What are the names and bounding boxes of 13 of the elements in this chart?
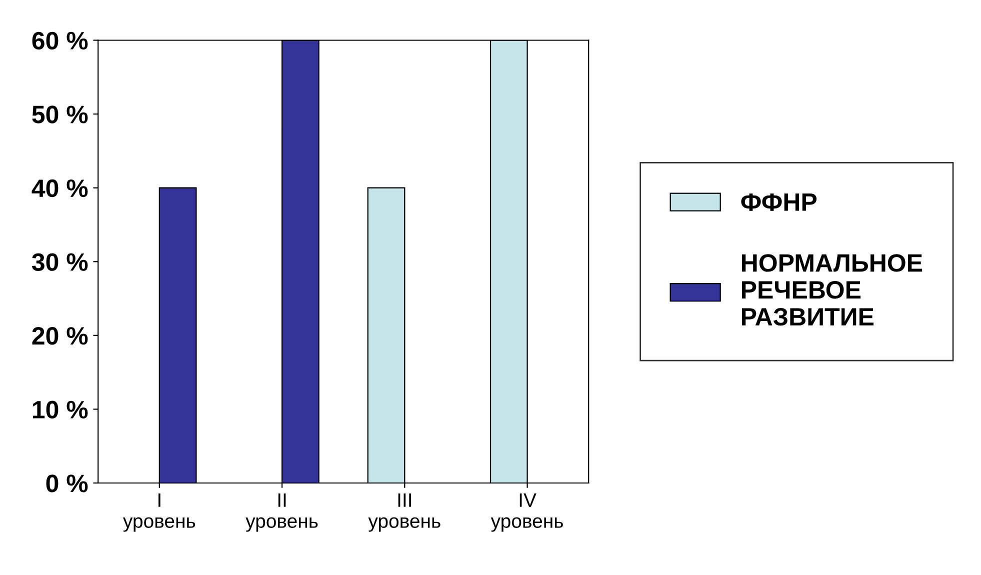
legend-label: ФФНР	[741, 193, 817, 211]
y-tick-label: 40 %	[32, 179, 88, 198]
y-tick-label: 50 %	[32, 106, 88, 124]
y-tick-label: 10 %	[32, 400, 88, 419]
y-tick-label: 20 %	[32, 327, 88, 345]
x-tick-label: IV уровень	[490, 493, 563, 532]
y-tick-label: 60 %	[32, 32, 88, 50]
y-tick-label: 0 %	[46, 474, 88, 492]
y-tick-label: 30 %	[32, 253, 88, 271]
x-tick-label: I уровень	[123, 493, 196, 532]
x-tick-label: III уровень	[368, 493, 440, 532]
x-tick-label: II уровень	[246, 493, 318, 532]
legend-label: НОРМАЛЬНОЕ РЕЧЕВОЕ РАЗВИТИЕ	[742, 254, 922, 326]
